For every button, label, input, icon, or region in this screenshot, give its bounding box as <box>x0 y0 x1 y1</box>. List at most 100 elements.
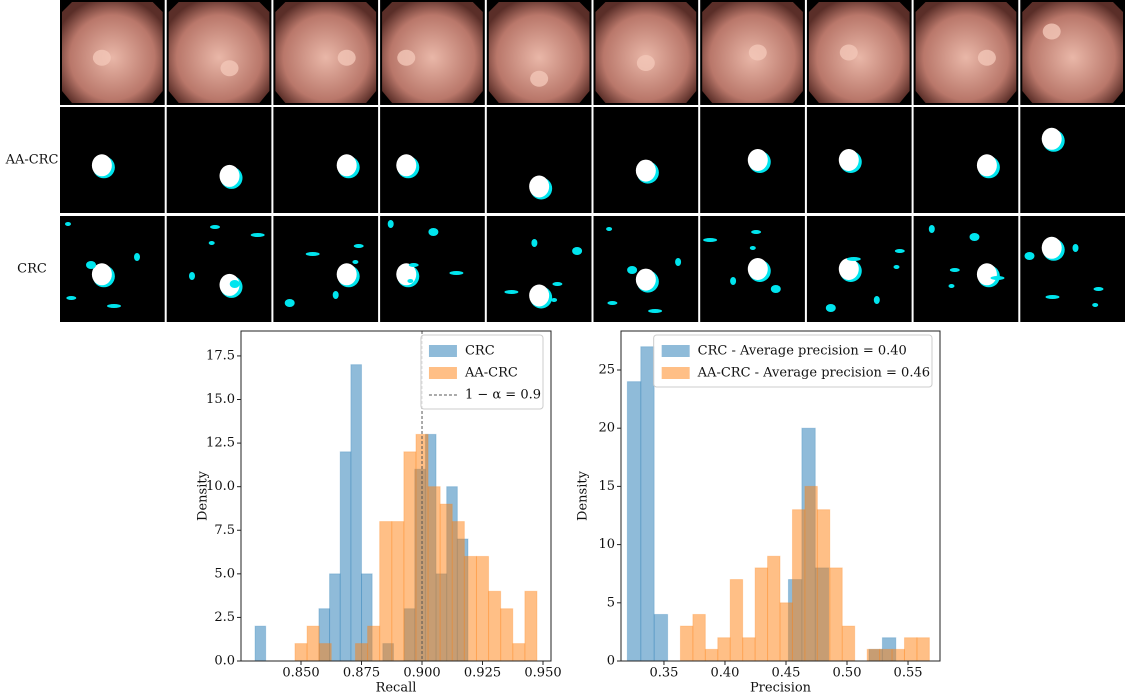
false-positive <box>749 246 756 250</box>
histogram-bar <box>475 555 490 662</box>
histogram-bar <box>816 509 831 662</box>
false-positive <box>1072 244 1079 252</box>
mask-truth <box>1041 127 1062 150</box>
histogram-bar <box>439 503 453 662</box>
histogram-bar <box>679 625 694 662</box>
false-positive <box>65 222 71 226</box>
histogram-bar <box>350 364 363 662</box>
false-positive <box>928 225 935 233</box>
polyp <box>530 70 549 87</box>
false-positive <box>428 228 439 236</box>
x-tick-label: 0.35 <box>649 666 678 681</box>
mask-truth <box>219 164 240 187</box>
legend-label: CRC - Average precision = 0.40 <box>698 344 907 359</box>
polyp <box>1042 23 1061 40</box>
false-positive <box>210 225 220 229</box>
polyp <box>839 44 858 61</box>
histogram-bar <box>754 567 769 662</box>
false-positive <box>751 230 762 234</box>
histogram-bar <box>524 590 538 662</box>
plot-frame <box>240 330 552 662</box>
mask-truth <box>976 154 997 177</box>
legend-swatch <box>428 345 457 357</box>
histogram-bar <box>767 555 781 662</box>
histogram-bar <box>742 637 756 662</box>
false-positive <box>675 258 682 266</box>
mask-bg <box>380 107 485 213</box>
false-positive <box>894 249 905 253</box>
mask-bg <box>273 107 379 213</box>
mask-truth <box>747 258 768 280</box>
mask-truth <box>635 159 656 182</box>
mask-bg <box>1020 216 1125 322</box>
mask-truth <box>396 154 417 177</box>
false-positive <box>66 296 77 300</box>
false-positive <box>969 233 980 241</box>
y-tick-label: 2.5 <box>214 610 235 625</box>
histogram-bar <box>841 625 856 662</box>
y-tick-label: 15 <box>598 479 615 494</box>
histogram-bar <box>318 643 332 662</box>
x-tick-label: 0.875 <box>343 666 380 681</box>
x-tick-label: 0.50 <box>833 666 862 681</box>
mask-truth <box>838 149 859 171</box>
false-positive <box>572 247 583 255</box>
endoscopy-photo <box>915 2 1017 103</box>
false-positive <box>990 276 1005 280</box>
histogram-bar <box>729 579 744 662</box>
false-positive <box>1092 303 1099 307</box>
false-positive <box>1024 252 1035 260</box>
endoscopy-photo <box>275 2 377 103</box>
mask-truth <box>838 258 859 280</box>
mask-truth <box>529 284 550 307</box>
x-tick-label: 0.40 <box>710 666 739 681</box>
histogram-bar <box>379 521 393 662</box>
histogram-bar <box>488 590 502 662</box>
false-positive <box>86 261 96 269</box>
legend: CRC AA-CRC 1 − α = 0.9 <box>420 334 544 410</box>
endoscopy-photo <box>168 2 270 103</box>
histogram-bar <box>391 521 405 662</box>
false-positive <box>948 284 955 288</box>
histogram-bar <box>451 521 465 662</box>
false-positive <box>648 309 663 313</box>
false-positive <box>606 227 613 231</box>
y-tick-label: 12.5 <box>206 436 235 451</box>
y-axis-label: Density <box>196 470 211 521</box>
histogram-bar <box>653 613 669 662</box>
histogram-bar <box>866 648 881 662</box>
histogram-bar <box>306 625 320 662</box>
x-tick-label: 0.850 <box>282 666 319 681</box>
x-tick-label: 0.900 <box>403 666 440 681</box>
false-positive <box>208 241 215 245</box>
false-positive <box>552 282 563 286</box>
false-positive <box>504 290 519 294</box>
histogram-bar <box>717 637 731 662</box>
false-positive <box>387 220 394 228</box>
mask-bg <box>166 107 272 213</box>
histogram-bar <box>791 509 806 662</box>
polyp <box>220 60 239 77</box>
mask-truth <box>1041 236 1062 259</box>
false-positive <box>284 299 295 307</box>
row-label: AA-CRC <box>5 153 59 168</box>
false-positive <box>332 291 339 299</box>
false-positive <box>408 263 419 267</box>
histogram-bar <box>704 648 719 662</box>
mask-bg <box>1020 107 1125 213</box>
y-tick-label: 15.0 <box>206 392 235 407</box>
histogram-bar <box>804 485 818 662</box>
endoscopy-photo <box>382 2 483 103</box>
false-positive <box>352 260 359 264</box>
y-tick-label: 5.0 <box>214 566 235 581</box>
y-tick-label: 25 <box>598 362 615 377</box>
false-positive <box>449 271 464 275</box>
false-positive <box>873 296 880 304</box>
x-tick-label: 0.55 <box>894 666 923 681</box>
legend-label: CRC <box>465 344 495 359</box>
x-tick-label: 0.45 <box>772 666 801 681</box>
false-positive <box>229 280 240 288</box>
false-positive <box>134 253 140 261</box>
x-axis-label: Recall <box>376 681 417 696</box>
